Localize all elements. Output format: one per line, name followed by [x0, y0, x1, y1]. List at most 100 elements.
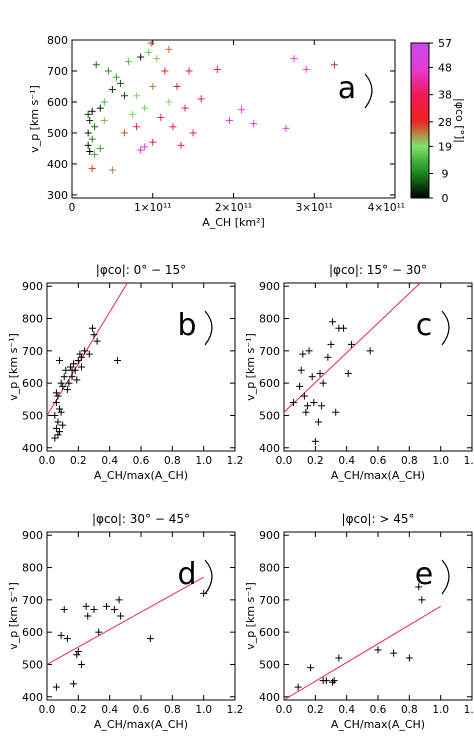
data-point — [63, 635, 71, 643]
data-point — [84, 110, 92, 118]
y-axis-label: v_p [km s⁻¹] — [244, 582, 257, 650]
data-point — [415, 583, 423, 591]
x-tick-label: 0.0 — [39, 704, 56, 716]
data-point — [103, 602, 111, 610]
x-tick-label: 1.0 — [195, 704, 212, 716]
data-point — [114, 357, 121, 365]
data-point — [77, 353, 85, 361]
data-point — [68, 366, 76, 374]
y-axis-label: v_p [km s⁻¹] — [28, 85, 41, 153]
data-point — [100, 117, 108, 125]
y-tick-label: 800 — [22, 562, 43, 575]
data-point — [310, 399, 318, 407]
data-point — [177, 141, 185, 149]
y-tick-label: 600 — [22, 626, 43, 639]
fit-line — [46, 282, 128, 416]
data-point — [60, 373, 68, 381]
y-tick-label: 400 — [22, 691, 43, 704]
panel-4: 400 500 600 700 800 900 0.0 0.2 0.4 0.6 0.8 1.0 1.2 A… — [244, 512, 474, 731]
x-tick-label: 0.8 — [164, 455, 181, 467]
data-point — [56, 357, 64, 365]
plot-frame — [46, 531, 236, 701]
data-point — [145, 48, 153, 56]
colorbar-tick-label: 19 — [438, 140, 452, 153]
data-point — [149, 82, 157, 90]
data-point — [181, 104, 189, 112]
data-point — [294, 683, 302, 691]
data-point — [104, 67, 112, 75]
data-point — [100, 98, 108, 106]
x-axis-label: A_CH/max(A_CH) — [94, 718, 188, 731]
data-point — [296, 382, 304, 390]
x-tick-label: 2×10¹¹ — [215, 202, 252, 214]
x-tick-label: 0.2 — [70, 704, 87, 716]
data-point — [165, 45, 173, 53]
data-point — [59, 382, 67, 390]
y-tick-label: 800 — [259, 562, 280, 575]
data-point — [141, 104, 149, 112]
colorbar-tick-label: 0 — [442, 192, 449, 205]
data-point — [329, 678, 337, 686]
data-point — [57, 379, 65, 387]
x-tick-label: 4×10¹¹ — [368, 202, 405, 214]
data-point — [173, 82, 181, 90]
data-point — [91, 151, 99, 159]
x-tick-label: 0.2 — [70, 455, 87, 467]
data-point — [63, 386, 71, 394]
data-point — [133, 92, 141, 100]
colorbar-tick-label: 57 — [438, 37, 452, 50]
data-point — [141, 143, 149, 151]
data-point — [88, 165, 96, 173]
data-point — [65, 379, 73, 387]
data-point — [305, 347, 313, 355]
data-point — [153, 55, 161, 63]
data-point — [116, 79, 124, 87]
panel-label: d — [177, 557, 196, 592]
y-tick-label: 600 — [259, 626, 280, 639]
data-point — [88, 107, 96, 115]
data-point — [84, 141, 92, 149]
data-point — [307, 664, 315, 672]
y-tick-label: 500 — [259, 658, 280, 671]
x-tick-label: 1×10¹¹ — [134, 202, 171, 214]
data-point — [81, 347, 89, 355]
data-point — [77, 660, 85, 668]
data-point — [299, 350, 307, 358]
data-point — [149, 138, 157, 146]
y-tick-label: 400 — [259, 442, 280, 455]
x-tick-label: 0.4 — [338, 704, 355, 716]
x-tick-label: 0.8 — [401, 704, 418, 716]
y-axis-label: v_p [km s⁻¹] — [7, 582, 20, 650]
data-point — [96, 144, 104, 152]
data-point — [86, 148, 94, 156]
data-point — [84, 129, 92, 137]
data-point — [147, 39, 155, 47]
data-point — [157, 113, 165, 121]
y-tick-label: 500 — [47, 127, 68, 140]
x-tick-label: 0.6 — [370, 455, 387, 467]
x-axis-label: A_CH/max(A_CH) — [331, 718, 425, 731]
y-tick-label: 700 — [22, 594, 43, 607]
data-point — [108, 166, 116, 174]
plot-frame — [283, 282, 473, 452]
x-tick-label: 0.2 — [307, 455, 324, 467]
data-point — [282, 124, 290, 132]
y-tick-label: 500 — [259, 409, 280, 422]
colorbar-tick-label: 38 — [438, 89, 452, 102]
x-tick-label: 0.8 — [401, 455, 418, 467]
data-point — [304, 402, 311, 410]
y-tick-label: 400 — [22, 442, 43, 455]
data-point — [327, 340, 335, 348]
data-point — [340, 324, 348, 332]
data-point — [165, 98, 173, 106]
data-point — [169, 123, 177, 131]
data-point — [418, 596, 426, 604]
y-tick-label: 400 — [47, 158, 68, 171]
x-tick-label: 1.2 — [464, 704, 474, 716]
data-point — [189, 129, 197, 137]
x-axis-label: A_CH/max(A_CH) — [94, 469, 188, 482]
data-point — [51, 434, 59, 442]
x-tick-label: 0.8 — [164, 704, 181, 716]
y-tick-label: 700 — [47, 65, 68, 78]
y-tick-label: 600 — [47, 96, 68, 109]
